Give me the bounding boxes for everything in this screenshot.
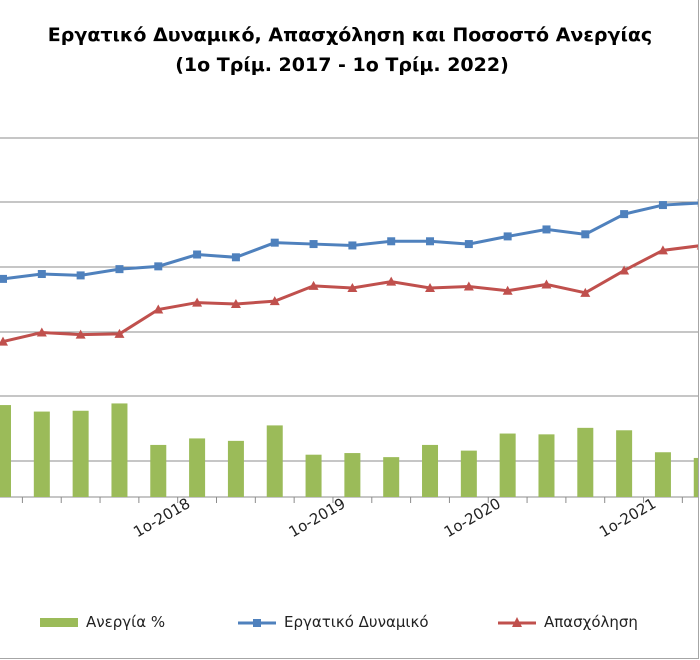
marker-labor-force-15	[581, 230, 590, 239]
bar-unemployment-9	[344, 453, 361, 497]
marker-labor-force-8	[309, 240, 318, 249]
x-tick-label-0: 1ο-2018	[130, 494, 193, 541]
bar-unemployment-17	[654, 452, 671, 497]
marker-labor-force-11	[426, 237, 435, 246]
bar-unemployment-5	[189, 438, 206, 497]
marker-employment-10	[386, 276, 397, 286]
bar-unemployment-14	[538, 434, 555, 497]
marker-employment-9	[347, 282, 358, 292]
legend-label-employment: Απασχόληση	[544, 613, 638, 631]
marker-employment-11	[425, 282, 436, 292]
marker-employment-1	[36, 327, 47, 337]
marker-employment-0	[0, 336, 8, 346]
bar-unemployment-15	[577, 427, 594, 497]
legend-label-unemployment: Ανεργία %	[86, 613, 165, 631]
marker-employment-8	[308, 280, 319, 290]
marker-labor-force-12	[464, 240, 473, 249]
marker-employment-2	[75, 329, 86, 339]
line-series-2	[2, 244, 698, 344]
marker-employment-5	[192, 297, 203, 307]
chart-title-line1: Εργατικό Δυναμικό, Απασχόληση και Ποσοστ…	[0, 24, 698, 46]
marker-labor-force-6	[231, 253, 240, 262]
bar-unemployment-7	[266, 425, 283, 497]
marker-employment-7	[269, 296, 280, 306]
marker-labor-force-0	[0, 274, 7, 283]
x-tick-label-3: 1ο-2021	[596, 494, 659, 541]
marker-employment-17	[657, 245, 668, 255]
marker-employment-15	[580, 287, 591, 297]
marker-labor-force-16	[620, 210, 629, 219]
legend-marker-labor-force	[253, 619, 261, 627]
marker-labor-force-1	[37, 270, 46, 279]
marker-employment-4	[153, 304, 164, 314]
x-tick-label-1: 1ο-2019	[286, 494, 349, 541]
legend-swatch-unemployment	[40, 618, 78, 627]
chart-title-line2-text: (1ο Τρίμ. 2017 - 1ο Τρίμ. 2022)	[175, 54, 509, 76]
marker-labor-force-2	[76, 271, 85, 280]
marker-employment-13	[502, 285, 513, 295]
bar-unemployment-18	[693, 457, 698, 497]
bar-unemployment-4	[150, 444, 167, 497]
x-tick-label-2: 1ο-2020	[441, 494, 504, 541]
marker-labor-force-3	[115, 265, 124, 274]
marker-employment-14	[541, 279, 552, 289]
bar-unemployment-6	[227, 440, 244, 497]
legend-marker-employment	[512, 617, 522, 627]
marker-employment-16	[619, 265, 630, 275]
marker-labor-force-14	[542, 225, 551, 234]
marker-labor-force-13	[503, 232, 512, 241]
bar-unemployment-2	[72, 410, 89, 497]
bar-unemployment-12	[460, 450, 477, 497]
marker-labor-force-17	[658, 201, 667, 210]
bar-unemployment-1	[33, 411, 50, 497]
marker-labor-force-7	[270, 238, 279, 247]
bar-unemployment-11	[422, 444, 439, 497]
bar-unemployment-16	[616, 430, 633, 497]
legend-label-labor-force: Εργατικό Δυναμικό	[284, 613, 429, 631]
marker-labor-force-9	[348, 241, 357, 250]
chart-title-line2: (1ο Τρίμ. 2017 - 1ο Τρίμ. 2022)	[0, 54, 692, 76]
marker-labor-force-4	[154, 262, 163, 271]
bar-unemployment-13	[499, 433, 516, 497]
marker-labor-force-18	[697, 198, 698, 207]
bar-unemployment-0	[0, 405, 11, 497]
bar-unemployment-3	[111, 403, 128, 497]
marker-employment-12	[463, 281, 474, 291]
marker-labor-force-10	[387, 237, 396, 246]
marker-employment-6	[230, 298, 241, 308]
marker-employment-18	[696, 247, 698, 250]
bar-unemployment-8	[305, 454, 322, 497]
marker-labor-force-5	[193, 250, 202, 259]
marker-employment-3	[114, 328, 125, 338]
chart-title-line1-text: Εργατικό Δυναμικό, Απασχόληση και Ποσοστ…	[47, 24, 653, 46]
bar-unemployment-10	[383, 457, 400, 497]
